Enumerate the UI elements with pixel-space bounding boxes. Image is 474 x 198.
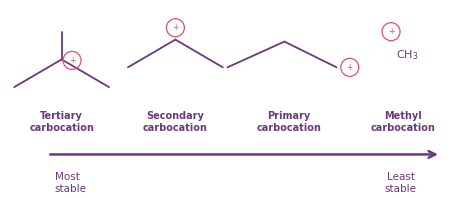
Text: Methyl
carbocation: Methyl carbocation bbox=[371, 111, 435, 133]
Text: CH$_3$: CH$_3$ bbox=[396, 49, 419, 62]
Text: Tertiary
carbocation: Tertiary carbocation bbox=[29, 111, 94, 133]
Text: Secondary
carbocation: Secondary carbocation bbox=[143, 111, 208, 133]
Text: +: + bbox=[69, 56, 75, 65]
Text: +: + bbox=[388, 27, 394, 36]
Text: Least
stable: Least stable bbox=[384, 172, 417, 194]
Text: +: + bbox=[346, 63, 353, 72]
Text: Primary
carbocation: Primary carbocation bbox=[257, 111, 321, 133]
Text: +: + bbox=[172, 23, 179, 32]
Text: Most
stable: Most stable bbox=[55, 172, 87, 194]
